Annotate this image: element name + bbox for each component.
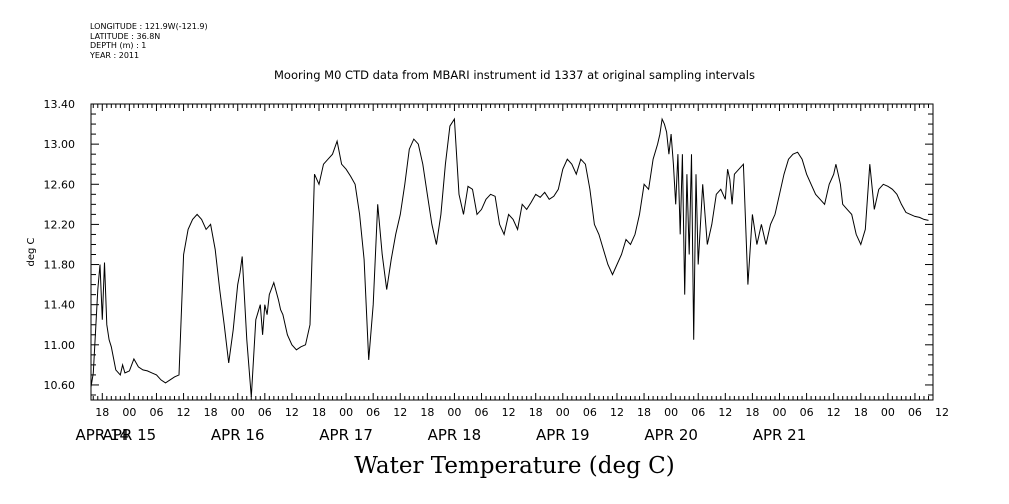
date-label: APR 18	[428, 426, 482, 444]
x-tick-label: 18	[420, 406, 434, 419]
date-label: APR 14	[75, 426, 129, 444]
x-tick-label: 00	[447, 406, 461, 419]
x-tick-label: 00	[556, 406, 570, 419]
x-tick-label: 00	[664, 406, 678, 419]
x-tick-label: 12	[285, 406, 299, 419]
y-tick-label: 13.00	[44, 138, 76, 151]
longitude-label: LONGITUDE : 121.9W(-121.9)	[90, 22, 208, 31]
date-label: APR 21	[753, 426, 807, 444]
x-tick-label: 18	[637, 406, 651, 419]
y-tick-label: 12.20	[44, 218, 76, 231]
date-label: APR 20	[644, 426, 698, 444]
x-tick-label: 18	[312, 406, 326, 419]
x-tick-label: 12	[827, 406, 841, 419]
latitude-label: LATITUDE : 36.8N	[90, 31, 161, 41]
chart-title: Mooring M0 CTD data from MBARI instrumen…	[274, 68, 755, 82]
year-label: YEAR : 2011	[90, 50, 140, 60]
y-tick-label: 11.80	[44, 259, 76, 272]
x-tick-label: 06	[149, 406, 163, 419]
metadata-block: LONGITUDE : 121.9W(-121.9) LATITUDE : 36…	[90, 22, 208, 60]
x-tick-label: 12	[177, 406, 191, 419]
x-tick-label: 00	[122, 406, 136, 419]
y-tick-label: 12.60	[44, 178, 76, 191]
plot-frame	[90, 103, 934, 401]
x-tick-label: 18	[95, 406, 109, 419]
axis-ticks	[91, 103, 934, 400]
x-axis-title: Water Temperature (deg C)	[354, 453, 675, 479]
depth-label: DEPTH (m) : 1	[90, 41, 147, 50]
y-tick-label: 10.60	[44, 379, 76, 392]
x-tick-label: 12	[610, 406, 624, 419]
y-tick-label: 11.40	[44, 299, 76, 312]
series-line	[90, 117, 929, 398]
x-tick-label: 06	[366, 406, 380, 419]
x-tick-label: 12	[935, 406, 949, 419]
x-tick-label: 18	[854, 406, 868, 419]
x-tick-label: 18	[529, 406, 543, 419]
y-axis-label: deg C	[26, 237, 37, 266]
x-tick-label: 18	[745, 406, 759, 419]
x-tick-label: 06	[908, 406, 922, 419]
x-tick-label: 12	[502, 406, 516, 419]
y-tick-label: 11.00	[44, 339, 76, 352]
x-tick-label: 06	[800, 406, 814, 419]
x-tick-label: 00	[339, 406, 353, 419]
x-tick-label: 00	[881, 406, 895, 419]
date-label: APR 15	[103, 426, 157, 444]
x-tick-label: 00	[772, 406, 786, 419]
axis-labels: 18 00 06 12 18 00 06 12 18 00 06 12 18 00 06 12 18 00 06 12…	[44, 98, 950, 444]
x-tick-label: 12	[718, 406, 732, 419]
date-label: APR 16	[211, 426, 265, 444]
x-tick-label: 06	[583, 406, 597, 419]
x-tick-label: 12	[393, 406, 407, 419]
date-label: APR 17	[319, 426, 373, 444]
x-tick-label: 00	[231, 406, 245, 419]
x-tick-label: 06	[475, 406, 489, 419]
date-label: APR 19	[536, 426, 590, 444]
y-tick-label: 13.40	[44, 98, 76, 111]
x-tick-label: 06	[258, 406, 272, 419]
x-tick-label: 18	[204, 406, 218, 419]
x-tick-label: 06	[691, 406, 705, 419]
